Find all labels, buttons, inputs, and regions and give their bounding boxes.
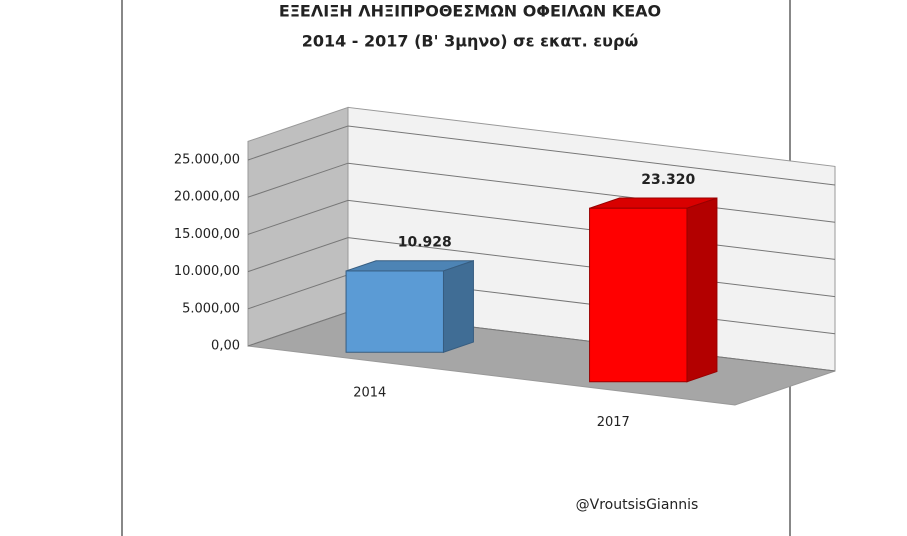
chart-title: ΕΞΕΛΙΞΗ ΛΗΞΙΠΡΟΘΕΣΜΩΝ ΟΦΕΙΛΩΝ ΚΕΑΟ (279, 2, 661, 21)
grid-line (247, 125, 836, 186)
x-tick-label: 2017 (597, 415, 630, 430)
y-tick-label: 5.000,00 (182, 301, 240, 316)
bar (345, 270, 444, 353)
bar (589, 207, 688, 383)
x-tick-label: 2014 (353, 385, 386, 400)
y-tick-label: 10.000,00 (174, 264, 240, 279)
bar-side (686, 197, 718, 383)
value-label: 23.320 (641, 172, 695, 188)
y-tick-label: 0,00 (211, 339, 240, 354)
chart-subtitle: 2014 - 2017 (Β' 3μηνο) σε εκατ. ευρώ (302, 32, 639, 51)
y-tick-label: 20.000,00 (174, 190, 240, 205)
annotation: @VroutsisGiannis (576, 497, 699, 513)
y-tick-label: 15.000,00 (174, 227, 240, 242)
value-label: 10.928 (398, 235, 452, 251)
bar-side (442, 260, 474, 353)
y-tick-label: 25.000,00 (174, 153, 240, 168)
